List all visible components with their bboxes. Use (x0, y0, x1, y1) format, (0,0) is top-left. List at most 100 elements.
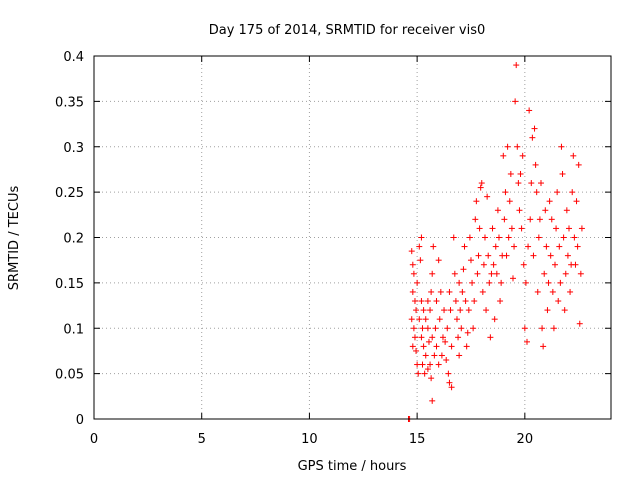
data-point (408, 248, 415, 255)
data-point (508, 225, 515, 232)
data-point (443, 357, 450, 364)
y-tick-label: 0.05 (55, 368, 84, 383)
x-tick-label: 10 (301, 432, 318, 447)
data-point (483, 307, 490, 314)
data-point (458, 325, 465, 332)
data-point (532, 161, 539, 168)
data-point (469, 279, 476, 286)
data-point (456, 352, 463, 359)
data-point (562, 270, 569, 277)
data-point (473, 198, 480, 205)
data-point (520, 261, 527, 268)
data-point (492, 243, 499, 250)
y-tick-label: 0.25 (55, 186, 84, 201)
data-point (455, 334, 462, 341)
y-tick-label: 0.15 (55, 277, 84, 292)
data-point (414, 279, 421, 286)
data-point (539, 325, 546, 332)
data-point (435, 361, 442, 368)
data-point (545, 279, 552, 286)
data-point (433, 298, 440, 305)
data-point (519, 152, 526, 159)
data-point (442, 338, 449, 345)
data-point (486, 279, 493, 286)
data-point (567, 288, 574, 295)
data-point (456, 279, 463, 286)
data-point (495, 234, 502, 241)
data-point (422, 316, 429, 323)
data-point (463, 343, 470, 350)
data-point (424, 298, 431, 305)
data-point (563, 207, 570, 214)
y-tick-label: 0 (76, 413, 84, 428)
data-point (513, 62, 520, 69)
data-point (557, 279, 564, 286)
data-point (462, 298, 469, 305)
data-point (413, 347, 420, 354)
data-point (415, 370, 422, 377)
data-point (425, 338, 432, 345)
data-point (464, 329, 471, 336)
data-point (523, 338, 530, 345)
data-point (430, 243, 437, 250)
data-point (487, 334, 494, 341)
data-point (466, 234, 473, 241)
data-point (420, 343, 427, 350)
data-point (476, 225, 483, 232)
data-point (512, 98, 519, 105)
data-point (576, 320, 583, 327)
data-point (578, 225, 585, 232)
data-point (526, 107, 533, 114)
data-point (409, 343, 416, 350)
data-point (448, 384, 455, 391)
data-point (505, 234, 512, 241)
data-points (405, 62, 585, 422)
data-point (446, 288, 453, 295)
data-point (418, 334, 425, 341)
data-point (546, 198, 553, 205)
data-point (529, 134, 536, 141)
data-point (485, 252, 492, 259)
data-point (502, 189, 509, 196)
data-point (416, 243, 423, 250)
data-point (493, 270, 500, 277)
data-point (528, 180, 535, 187)
data-point (515, 180, 522, 187)
data-point (429, 334, 436, 341)
data-point (540, 343, 547, 350)
data-point (417, 257, 424, 264)
data-point (429, 270, 436, 277)
data-point (511, 243, 518, 250)
y-axis-label: SRMTID / TECUs (7, 186, 22, 291)
plot-frame (93, 55, 612, 420)
data-point (509, 275, 516, 282)
grid-lines (94, 56, 611, 419)
data-point (451, 270, 458, 277)
data-point (506, 198, 513, 205)
data-point (475, 252, 482, 259)
data-point (424, 325, 431, 332)
data-point (521, 325, 528, 332)
data-point (522, 279, 529, 286)
data-point (409, 261, 416, 268)
data-point (565, 225, 572, 232)
data-point (497, 298, 504, 305)
data-point (478, 180, 485, 187)
data-point (484, 193, 491, 200)
data-point (431, 352, 438, 359)
data-point (551, 261, 558, 268)
data-point (491, 316, 498, 323)
data-point (457, 307, 464, 314)
data-point (548, 216, 555, 223)
data-point (507, 170, 514, 177)
data-point (448, 343, 455, 350)
data-point (418, 234, 425, 241)
data-point (432, 325, 439, 332)
data-point (438, 352, 445, 359)
data-point (411, 298, 418, 305)
data-point (416, 316, 423, 323)
data-point (544, 307, 551, 314)
y-tick-label: 0.3 (63, 141, 84, 156)
data-point (530, 252, 537, 259)
